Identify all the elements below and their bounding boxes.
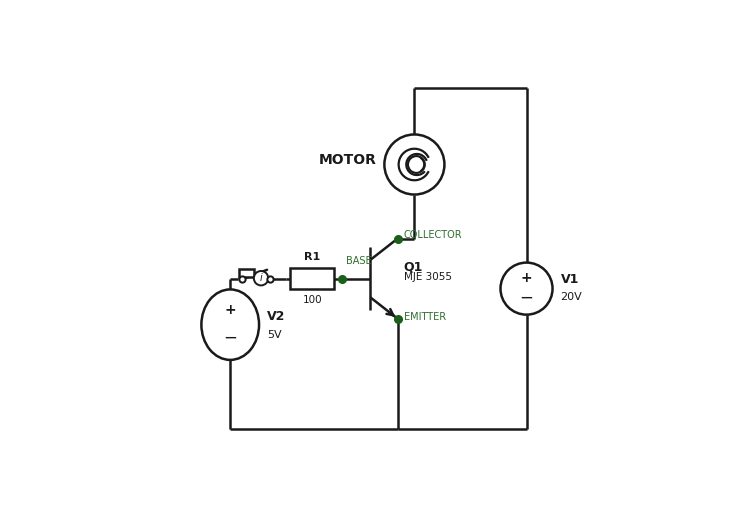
Text: +: + — [520, 271, 532, 284]
Text: Q1: Q1 — [404, 261, 423, 274]
Text: V2: V2 — [267, 310, 286, 323]
Text: V1: V1 — [560, 274, 579, 287]
Ellipse shape — [202, 290, 259, 360]
Text: BASE: BASE — [346, 256, 372, 266]
Text: i: i — [260, 273, 262, 283]
Circle shape — [500, 263, 553, 315]
Text: −: − — [224, 329, 237, 347]
Text: MOTOR: MOTOR — [319, 153, 376, 167]
Text: +: + — [224, 303, 236, 317]
Text: EMITTER: EMITTER — [404, 311, 445, 322]
Text: 100: 100 — [302, 295, 322, 305]
Circle shape — [408, 156, 424, 173]
Text: 20V: 20V — [560, 292, 582, 303]
Bar — [290, 268, 334, 289]
Bar — [239, 269, 254, 277]
Text: 5V: 5V — [267, 330, 282, 340]
Circle shape — [254, 271, 268, 285]
Text: R1: R1 — [304, 252, 320, 262]
Text: MJE 3055: MJE 3055 — [404, 271, 451, 282]
Text: −: − — [520, 289, 533, 307]
Text: COLLECTOR: COLLECTOR — [404, 230, 462, 240]
Circle shape — [384, 135, 445, 194]
